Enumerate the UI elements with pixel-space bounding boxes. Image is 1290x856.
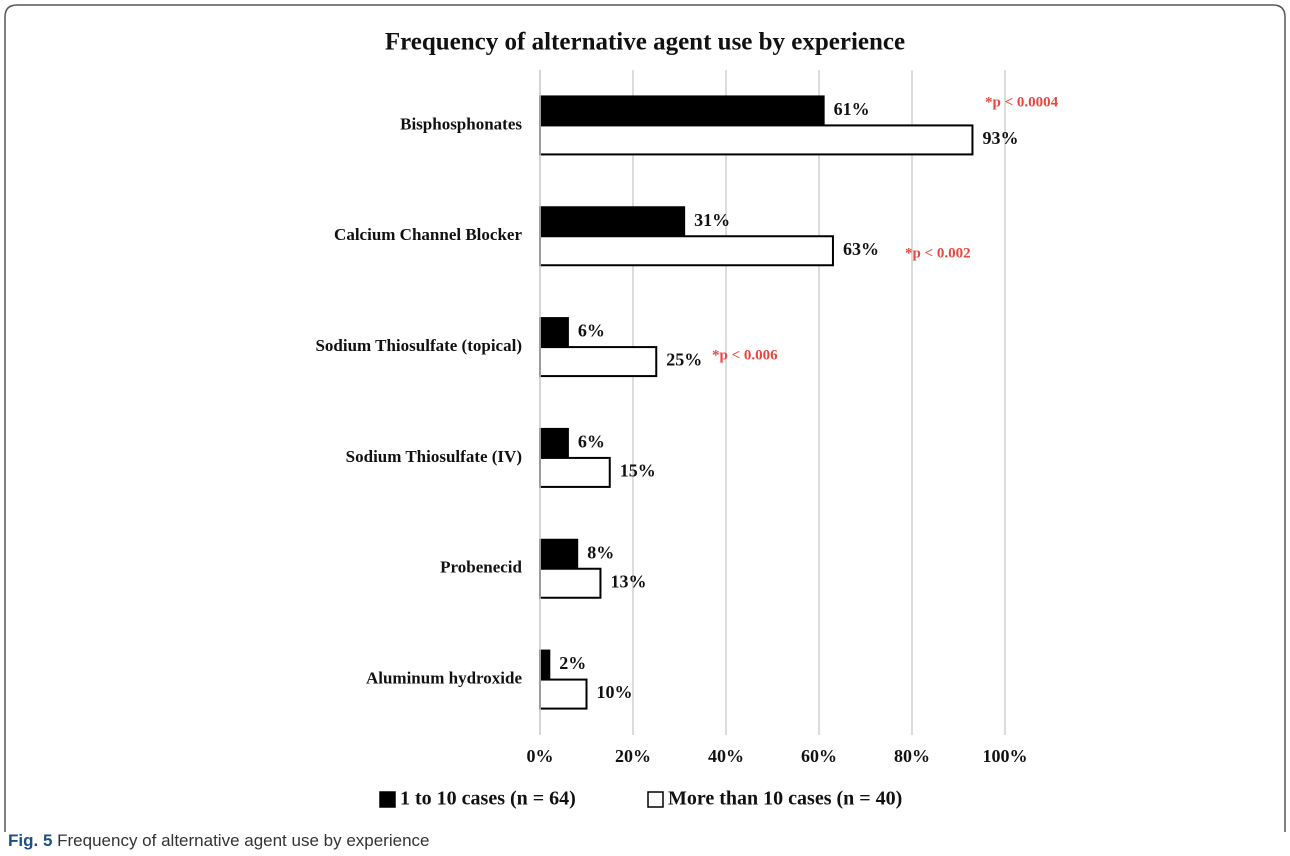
- value-label: 93%: [982, 128, 1018, 148]
- x-tick-label: 20%: [615, 746, 651, 766]
- bar: [539, 124, 974, 156]
- bar: [539, 538, 579, 570]
- x-tick-label: 80%: [894, 746, 930, 766]
- caption: Fig. 5 Frequency of alternative agent us…: [8, 831, 429, 850]
- legend-swatch: [647, 791, 664, 808]
- annotation: *p < 0.002: [905, 245, 971, 261]
- annotation: *p < 0.006: [712, 347, 778, 363]
- value-label: 6%: [578, 321, 605, 341]
- legend-swatch: [379, 791, 396, 808]
- value-label: 2%: [559, 653, 586, 673]
- value-label: 15%: [620, 461, 656, 481]
- x-tick-label: 60%: [801, 746, 837, 766]
- bar: [539, 206, 686, 238]
- bar: [539, 317, 569, 349]
- x-tick-label: 0%: [527, 746, 554, 766]
- bar: [539, 567, 602, 599]
- frame: [4, 4, 1286, 832]
- value-label: 63%: [843, 239, 879, 259]
- y-tick-label: Aluminum hydroxide: [366, 668, 522, 687]
- bar: [539, 456, 611, 488]
- caption-text: Frequency of alternative agent use by ex…: [57, 831, 429, 850]
- legend-label: 1 to 10 cases (n = 64): [400, 788, 576, 810]
- annotation: *p < 0.0004: [985, 94, 1059, 110]
- value-label: 31%: [694, 210, 730, 230]
- value-label: 25%: [666, 350, 702, 370]
- value-label: 6%: [578, 432, 605, 452]
- x-tick-label: 100%: [983, 746, 1028, 766]
- y-tick-label: Calcium Channel Blocker: [334, 225, 522, 244]
- x-tick-label: 40%: [708, 746, 744, 766]
- y-tick-label: Sodium Thiosulfate (IV): [346, 447, 522, 466]
- bar: [539, 678, 588, 710]
- value-label: 61%: [834, 99, 870, 119]
- bar: [539, 427, 569, 459]
- y-tick-label: Bisphosphonates: [400, 114, 522, 133]
- value-label: 10%: [597, 682, 633, 702]
- bar: [539, 235, 834, 267]
- bar: [539, 649, 551, 681]
- value-label: 8%: [587, 542, 614, 562]
- caption-label: Fig. 5: [8, 831, 52, 850]
- legend-label: More than 10 cases (n = 40): [668, 788, 902, 810]
- y-tick-label: Sodium Thiosulfate (topical): [315, 336, 522, 355]
- chart-title: Frequency of alternative agent use by ex…: [385, 29, 905, 56]
- value-label: 13%: [610, 571, 646, 591]
- bar: [539, 95, 825, 127]
- y-tick-label: Probenecid: [440, 558, 522, 577]
- bar: [539, 346, 658, 378]
